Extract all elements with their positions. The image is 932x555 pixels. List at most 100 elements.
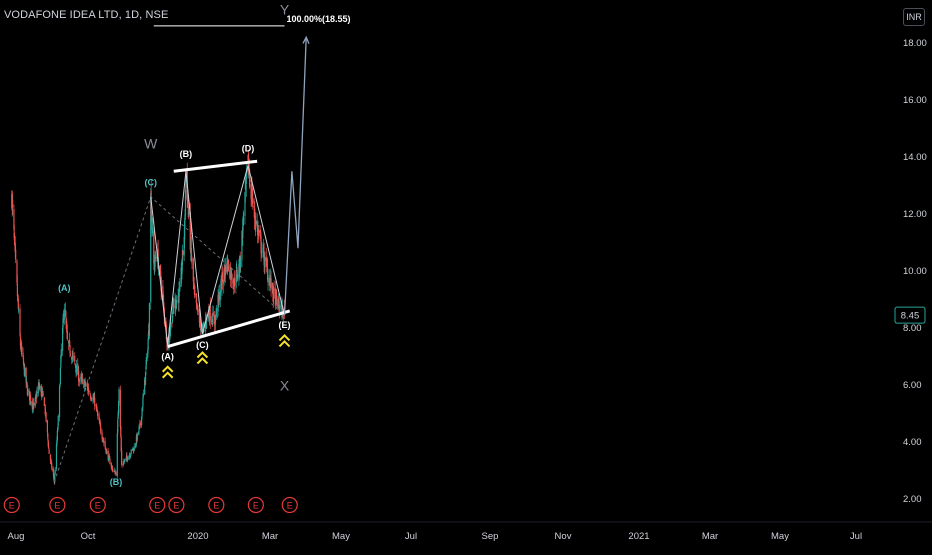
candle-body — [126, 455, 128, 458]
earnings-marker-label: E — [253, 501, 259, 511]
candle-body — [269, 280, 271, 286]
candle-body — [276, 299, 278, 308]
candle-body — [156, 257, 158, 259]
candle-body — [108, 455, 110, 461]
candle-body — [151, 227, 154, 234]
candle-body — [86, 385, 88, 388]
triangle-lower-line — [167, 309, 291, 348]
candle-body — [121, 450, 123, 465]
candle-body — [72, 355, 75, 357]
candle-body — [242, 219, 244, 239]
candle-body — [16, 283, 19, 297]
candle-body — [200, 322, 202, 332]
candle-body — [80, 376, 82, 380]
candle-body — [32, 403, 35, 408]
candle-body — [212, 312, 214, 325]
buy-arrow-chevron — [196, 357, 209, 365]
candle-body — [123, 461, 125, 463]
candle-body — [154, 256, 157, 259]
candle-body — [25, 381, 28, 382]
candle-body — [258, 230, 260, 233]
candle-body — [162, 296, 164, 301]
candle-body — [252, 199, 254, 204]
candle-body — [61, 327, 64, 351]
time-tick-label: Jul — [405, 531, 417, 542]
price-tick-label: 2.00 — [903, 494, 922, 505]
candle-body — [160, 270, 162, 283]
candle-body — [196, 303, 198, 311]
price-tick-label: 14.00 — [903, 152, 927, 163]
candle-body — [53, 476, 55, 480]
candle-body — [36, 391, 38, 398]
candle-body — [47, 440, 49, 447]
candle-body — [188, 211, 190, 215]
candle-body — [58, 386, 61, 418]
candle-body — [96, 406, 98, 412]
candle-body — [14, 238, 16, 245]
candle-body — [54, 473, 56, 483]
candle-body — [85, 384, 87, 386]
candle-body — [57, 426, 59, 432]
candle-body — [59, 385, 61, 388]
candle-body — [74, 356, 76, 362]
candle-body — [88, 388, 90, 393]
candle-body — [43, 397, 45, 406]
candle-body — [180, 267, 182, 287]
candle-body — [255, 219, 257, 225]
candle-body — [35, 395, 37, 397]
price-axis[interactable]: 2.00 4.00 6.00 8.00 10.00 12.00 14.00 16.00 18.0… — [894, 38, 927, 505]
candle-body — [106, 451, 108, 452]
candle-body — [92, 396, 95, 400]
symbol-title[interactable]: VODAFONE IDEA LTD, 1D, NSE — [4, 9, 169, 21]
currency-badge[interactable]: INR — [903, 8, 925, 26]
candle-body — [275, 292, 277, 305]
candle-body — [115, 472, 117, 476]
candle-body — [144, 371, 147, 385]
candle-body — [63, 308, 65, 320]
earnings-marker-label: E — [287, 501, 293, 511]
candle-body — [104, 441, 106, 448]
wave-label: W — [144, 135, 158, 151]
candle-body — [151, 218, 153, 231]
candle-body — [241, 230, 243, 260]
wave-label: X — [280, 378, 290, 394]
candle-body — [120, 437, 122, 452]
time-tick-label: 2020 — [187, 531, 208, 542]
candle-body — [213, 315, 216, 325]
candle-body — [159, 266, 161, 273]
candle-body — [137, 431, 140, 434]
time-tick-label: Mar — [702, 531, 718, 542]
earnings-marker — [49, 496, 66, 514]
candle-body — [52, 469, 55, 477]
candle-body — [211, 319, 213, 322]
candle-body — [116, 433, 118, 477]
candle-body — [264, 256, 266, 268]
candle-body — [126, 457, 128, 461]
candle-body — [223, 267, 225, 282]
buy-arrow-chevron — [278, 339, 291, 348]
price-tick-label: 16.00 — [903, 95, 927, 106]
candle-body — [123, 461, 125, 464]
candle-body — [98, 419, 101, 424]
candle-body — [13, 209, 15, 231]
candle-body — [244, 192, 246, 217]
candle-body — [40, 385, 42, 396]
time-axis[interactable]: Aug Oct 2020 Mar May Jul Sep Nov 2021 Mar May Jul — [0, 521, 932, 542]
candle-body — [47, 433, 49, 440]
candle-body — [145, 357, 148, 365]
candle-body — [181, 266, 183, 275]
earnings-marker-label: E — [213, 501, 219, 511]
candle-body — [270, 278, 272, 290]
candle-body — [245, 172, 247, 185]
time-tick-label: 2021 — [628, 531, 649, 542]
candle-body — [125, 456, 128, 460]
candle-body — [220, 290, 222, 300]
candle-body — [214, 315, 217, 324]
candle-body — [62, 318, 64, 328]
candle-body — [130, 449, 132, 454]
candle-body — [260, 252, 263, 255]
candle-body — [117, 412, 119, 420]
candles-layer — [11, 149, 286, 485]
